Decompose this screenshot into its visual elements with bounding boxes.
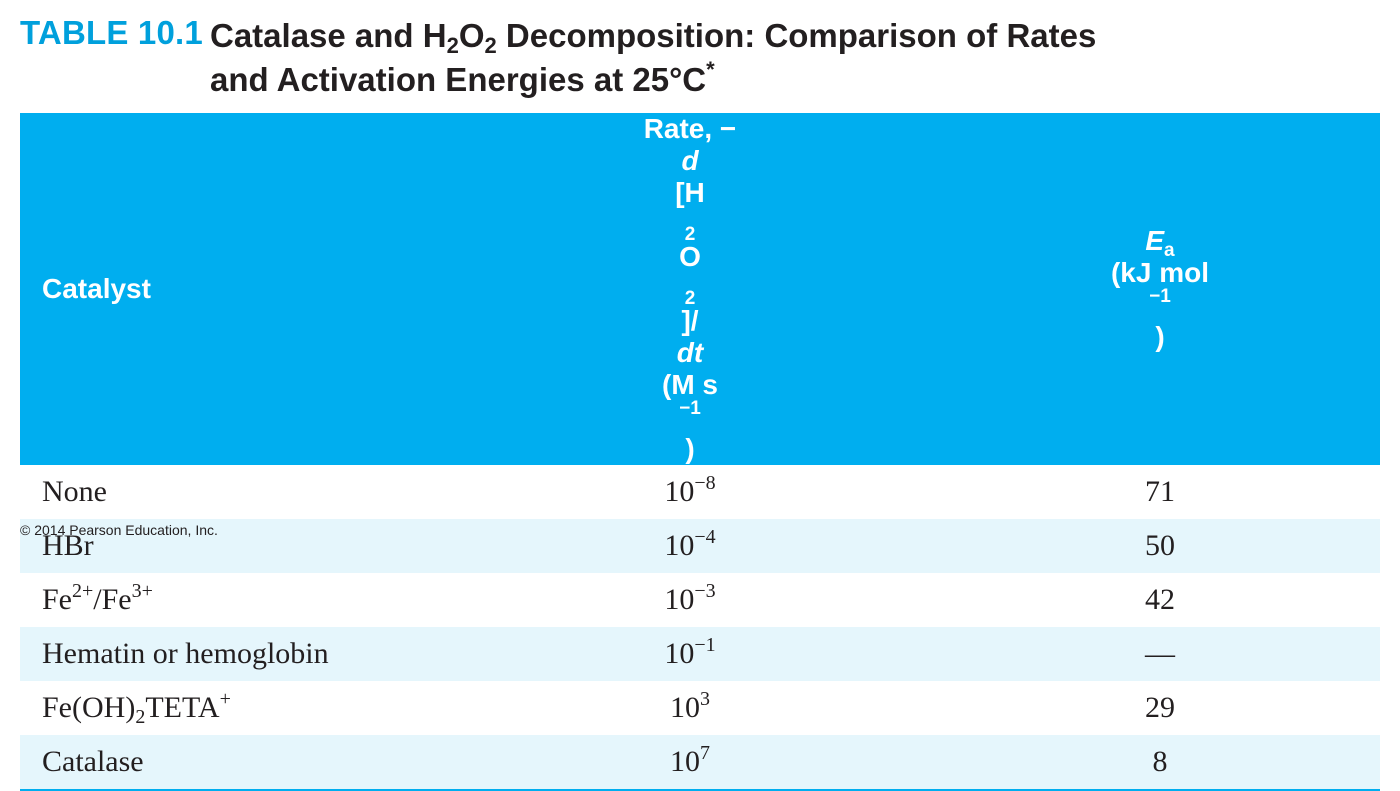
- data-table: Catalyst Rate, − d [H 2 O 2]/dt (M s −1) Ea (kJ …: [20, 113, 1380, 791]
- rate-cell: 107: [440, 735, 940, 791]
- table-row: Catalase 107 8: [20, 735, 1380, 791]
- table-row: HBr 10−4 50: [20, 519, 1380, 573]
- ea-cell: 8: [940, 735, 1380, 791]
- table-row: None 10−8 71: [20, 465, 1380, 519]
- rate-cell: 10−3: [664, 580, 716, 616]
- ea-cell: 42: [1145, 583, 1175, 616]
- title-text-part1: Catalase and H: [210, 17, 447, 54]
- catalyst-cell: Hematin or hemoglobin: [20, 627, 440, 681]
- title-subscript: 2: [484, 33, 497, 58]
- rate-cell: 10−1: [440, 627, 940, 681]
- catalyst-cell: Catalase: [20, 735, 440, 791]
- title-text-part3: Decomposition: Comparison of Rates: [496, 17, 1097, 54]
- ea-cell: 71: [1145, 475, 1175, 508]
- rate-cell: 10−4: [440, 519, 940, 573]
- rate-cell: 10−8: [664, 472, 716, 508]
- table-row: Fe2+/Fe3+ 10−3 42: [20, 573, 1380, 627]
- footnote-mark: *: [706, 57, 715, 82]
- catalyst-cell: Fe2+/Fe3+: [42, 580, 153, 616]
- rate-cell: 103: [670, 688, 710, 724]
- title-subscript: 2: [446, 33, 459, 58]
- ea-cell: 50: [940, 519, 1380, 573]
- header-activation-energy: Ea (kJ mol −1): [940, 113, 1380, 465]
- table-row: Hematin or hemoglobin 10−1 —: [20, 627, 1380, 681]
- header-rate: Rate, − d [H 2 O 2]/dt (M s −1): [440, 113, 940, 465]
- ea-cell: —: [940, 627, 1380, 681]
- header-row: Catalyst Rate, − d [H 2 O 2]/dt (M s −1) Ea (kJ …: [20, 113, 1380, 465]
- catalyst-cell: None: [42, 475, 107, 508]
- copyright-notice: © 2014 Pearson Education, Inc.: [20, 522, 218, 538]
- table-number: TABLE 10.1: [20, 14, 203, 51]
- title-line2: and Activation Energies at 25°C: [210, 61, 707, 98]
- table-title: Catalase and H2O2 Decomposition: Compari…: [210, 14, 1096, 102]
- catalyst-cell: Fe(OH)2TETA+: [42, 688, 231, 728]
- ea-cell: 29: [1145, 691, 1175, 724]
- catalyst-cell: HBr: [20, 519, 440, 573]
- title-text-part2: O: [458, 17, 485, 54]
- header-catalyst: Catalyst: [20, 113, 440, 465]
- table-row: Fe(OH)2TETA+ 103 29: [20, 681, 1380, 735]
